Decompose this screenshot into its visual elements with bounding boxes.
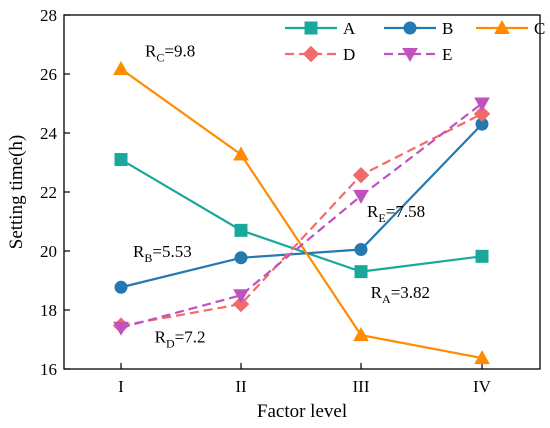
data-point-A xyxy=(234,223,248,237)
legend-marker xyxy=(304,21,318,35)
data-point-C xyxy=(353,327,369,342)
legend: A B C D E xyxy=(285,19,545,64)
legend-item-A: A xyxy=(285,19,356,38)
range-annotation-E: RE=7.58 xyxy=(367,202,425,225)
legend-label: B xyxy=(442,19,453,38)
y-axis-title: Setting time(h) xyxy=(6,135,27,250)
series-A xyxy=(114,153,489,279)
data-point-B xyxy=(234,251,248,265)
legend-item-C: C xyxy=(476,19,545,38)
data-point-E xyxy=(113,321,129,336)
plot-frame xyxy=(63,14,541,370)
x-tick-label: I xyxy=(118,377,124,396)
y-tick-label: 24 xyxy=(40,124,58,143)
series-layer xyxy=(112,60,491,365)
range-annotation-A: RA=3.82 xyxy=(371,283,430,306)
legend-label: C xyxy=(534,19,545,38)
data-point-A xyxy=(475,249,489,263)
y-axis: 16 18 20 22 24 26 28 xyxy=(40,6,70,379)
legend-marker xyxy=(494,19,510,34)
legend-label: E xyxy=(442,45,452,64)
y-tick-label: 22 xyxy=(40,183,57,202)
legend-label: A xyxy=(343,19,356,38)
series-D xyxy=(112,105,491,334)
y-tick-label: 26 xyxy=(40,65,57,84)
x-tick-label: IV xyxy=(473,377,492,396)
series-line-B xyxy=(120,123,483,289)
legend-marker xyxy=(302,45,320,63)
legend-marker xyxy=(402,48,418,63)
data-point-A xyxy=(354,265,368,279)
y-tick-label: 18 xyxy=(40,301,57,320)
y-tick-label: 16 xyxy=(40,360,57,379)
data-point-D xyxy=(232,295,250,313)
legend-label: D xyxy=(343,45,355,64)
legend-item-D: D xyxy=(285,45,355,64)
series-line-A xyxy=(120,158,483,273)
data-point-D xyxy=(473,105,491,123)
x-axis-title: Factor level xyxy=(257,401,347,422)
range-annotation-B: RB=5.53 xyxy=(133,242,192,265)
series-C xyxy=(113,60,490,365)
range-annotation-C: RC=9.8 xyxy=(145,41,195,64)
x-tick-label: III xyxy=(353,377,370,396)
series-line-D xyxy=(120,112,483,327)
data-point-C xyxy=(113,60,129,75)
x-axis: I II III IV xyxy=(118,363,492,396)
data-point-C xyxy=(233,146,249,161)
data-point-B xyxy=(114,280,128,294)
series-B xyxy=(114,117,489,294)
y-tick-label: 20 xyxy=(40,242,57,261)
data-point-E xyxy=(233,289,249,304)
y-tick-label: 28 xyxy=(40,6,57,25)
legend-item-E: E xyxy=(384,45,452,64)
series-line-E xyxy=(120,102,483,329)
x-tick-label: II xyxy=(235,377,247,396)
series-line-C xyxy=(120,68,483,360)
data-point-D xyxy=(352,166,370,184)
legend-marker xyxy=(403,21,417,35)
data-point-A xyxy=(114,153,128,167)
data-point-C xyxy=(474,350,490,365)
data-point-E xyxy=(474,97,490,112)
range-annotation-D: RD=7.2 xyxy=(155,327,206,350)
series-E xyxy=(113,97,490,336)
data-point-E xyxy=(353,189,369,204)
legend-item-B: B xyxy=(384,19,453,38)
annotations: RC=9.8 RE=7.58 RB=5.53 RA=3.82 RD=7.2 xyxy=(133,41,430,350)
data-point-B xyxy=(354,243,368,257)
